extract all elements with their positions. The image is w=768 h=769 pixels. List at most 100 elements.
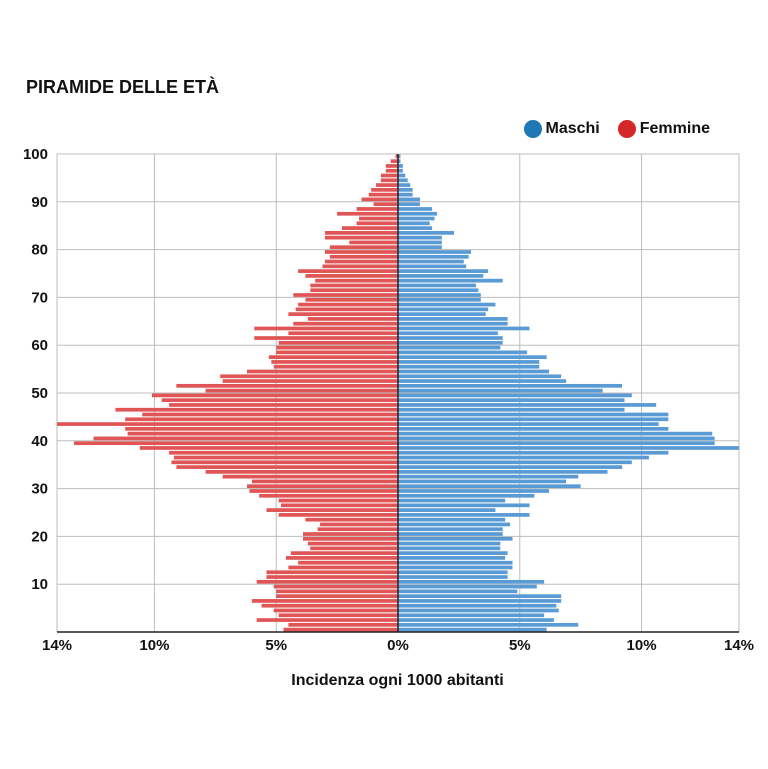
bar-male-94	[398, 178, 408, 183]
bar-female-54	[246, 369, 398, 374]
bar-female-93	[376, 183, 398, 187]
y-tick-label-80: 80	[31, 242, 48, 259]
bar-male-22	[398, 522, 511, 527]
bar-female-85	[356, 221, 398, 226]
bar-female-33	[205, 470, 398, 474]
bar-female-7	[276, 594, 398, 599]
chart-title: PIRAMIDE DELLE ETÀ	[26, 77, 220, 97]
bar-female-95	[380, 173, 398, 178]
bar-female-56	[271, 360, 398, 364]
bar-male-28	[398, 493, 535, 498]
bar-female-36	[173, 455, 398, 460]
bar-female-98	[390, 159, 398, 164]
bar-male-51	[398, 383, 623, 388]
bar-male-57	[398, 355, 547, 360]
bar-male-85	[398, 221, 430, 226]
bar-male-66	[398, 312, 486, 316]
bar-female-57	[268, 355, 398, 360]
bar-female-43	[57, 422, 398, 426]
bar-male-72	[398, 283, 476, 288]
bar-female-48	[161, 398, 398, 403]
y-tick-label-90: 90	[31, 194, 48, 211]
bar-female-27	[278, 498, 398, 503]
bar-female-42	[125, 426, 398, 431]
bar-female-88	[356, 207, 398, 211]
bar-male-42	[398, 426, 669, 431]
bar-female-65	[307, 317, 398, 321]
bar-female-83	[324, 231, 398, 235]
bar-female-6	[251, 599, 398, 603]
bar-female-46	[115, 407, 398, 412]
bar-female-73	[315, 278, 398, 283]
y-tick-label-100: 100	[23, 146, 48, 163]
bar-female-29	[249, 489, 398, 493]
bar-female-18	[307, 541, 398, 546]
x-tick-label-4: 5%	[509, 637, 531, 654]
bar-male-27	[398, 498, 506, 503]
bar-male-0	[398, 627, 547, 632]
legend-label-male: Maschi	[545, 120, 600, 137]
bar-male-76	[398, 264, 467, 269]
bar-male-2	[398, 618, 554, 622]
bar-female-99	[395, 154, 398, 159]
bar-male-73	[398, 278, 503, 283]
bar-female-11	[266, 575, 398, 579]
bar-female-16	[290, 551, 398, 555]
bar-female-38	[139, 446, 399, 450]
bar-female-92	[371, 187, 398, 192]
bar-male-97	[398, 164, 403, 168]
bar-female-45	[142, 412, 398, 417]
legend-item-female[interactable]: Femmine	[617, 120, 710, 138]
bar-female-12	[266, 570, 398, 575]
bar-female-66	[288, 312, 398, 316]
bar-female-75	[298, 269, 398, 273]
bar-male-31	[398, 479, 567, 484]
bar-male-18	[398, 541, 501, 546]
bar-male-37	[398, 450, 669, 455]
bar-male-24	[398, 513, 530, 517]
bar-female-19	[303, 536, 398, 541]
bar-male-68	[398, 302, 496, 307]
bar-male-26	[398, 503, 530, 508]
bar-female-84	[341, 226, 398, 230]
bar-male-67	[398, 307, 489, 312]
bar-female-15	[285, 556, 398, 560]
bar-female-13	[288, 565, 398, 570]
bar-female-3	[278, 613, 398, 618]
bar-male-35	[398, 460, 632, 465]
bar-female-71	[310, 288, 398, 293]
bar-male-95	[398, 173, 406, 178]
bar-male-53	[398, 374, 562, 379]
bar-female-32	[222, 474, 398, 479]
bar-female-86	[359, 216, 398, 221]
bar-female-91	[368, 192, 398, 197]
bar-male-12	[398, 570, 508, 575]
y-tick-label-70: 70	[31, 289, 48, 306]
bar-male-60	[398, 340, 503, 345]
bar-female-4	[273, 608, 398, 613]
bar-male-64	[398, 321, 508, 326]
bar-male-16	[398, 551, 508, 555]
bar-male-38	[398, 446, 739, 450]
legend-item-male[interactable]: Maschi	[523, 120, 600, 138]
y-tick-label-30: 30	[31, 481, 48, 498]
bar-male-78	[398, 254, 469, 259]
bar-male-40	[398, 436, 715, 441]
bar-male-61	[398, 336, 503, 340]
bar-female-26	[281, 503, 398, 508]
bar-female-64	[293, 321, 398, 326]
bar-female-76	[322, 264, 398, 269]
bar-female-0	[283, 627, 398, 632]
bar-male-88	[398, 207, 433, 211]
bar-female-55	[273, 364, 398, 369]
bar-male-29	[398, 489, 550, 493]
bar-female-52	[222, 379, 398, 383]
bar-male-77	[398, 259, 464, 264]
y-tick-label-20: 20	[31, 528, 48, 545]
bar-male-84	[398, 226, 433, 230]
bar-female-35	[171, 460, 398, 465]
bar-male-9	[398, 584, 537, 589]
bar-female-25	[266, 508, 398, 512]
bar-male-15	[398, 556, 506, 560]
bar-female-80	[329, 245, 398, 250]
